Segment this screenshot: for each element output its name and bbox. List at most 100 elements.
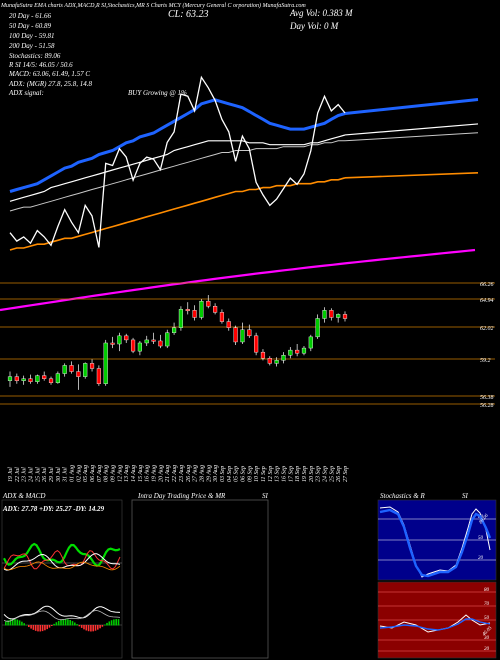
date-tick-label: 23 Aug — [179, 465, 185, 482]
date-tick-label: 30 Aug — [213, 465, 219, 483]
macd-histogram-bar — [94, 625, 97, 631]
date-tick-label: 19 Sep — [302, 466, 308, 482]
macd-histogram-bar — [103, 624, 106, 626]
candle-body — [137, 342, 142, 352]
candle-body — [117, 335, 122, 345]
macd-histogram-bar — [62, 619, 65, 626]
candle-body — [96, 368, 101, 384]
ema20-label: 20 Day - 61.66 — [9, 12, 51, 20]
stochastics-label: Stochastics: 89.06 — [9, 52, 61, 60]
date-tick-label: 11 Sep — [261, 466, 267, 482]
candle-body — [158, 340, 163, 347]
candle-body — [240, 329, 245, 343]
date-tick-label: 31 Jul — [63, 467, 69, 483]
macd-histogram-bar — [32, 625, 35, 630]
candle-body — [14, 376, 19, 381]
macd-histogram-bar — [108, 621, 111, 626]
macd-histogram-bar — [60, 619, 62, 626]
date-tick-label: 12 Aug — [117, 465, 123, 482]
macd-histogram-bar — [51, 625, 53, 626]
macd-histogram-bar — [117, 619, 120, 626]
macd-histogram-bar — [106, 622, 108, 626]
date-tick-label: 28 Aug — [199, 465, 205, 482]
candle-body — [69, 365, 74, 372]
date-tick-label: 23 Sep — [316, 466, 322, 482]
support-resistance-levels: 66.26 64.94 62.02 59.2 56.38 56.28 — [0, 282, 495, 409]
avg-volume-label: Avg Vol: 0.383 M — [290, 8, 353, 18]
price-level-label: 64.94 — [480, 297, 494, 304]
date-tick-label: 18 Sep — [295, 466, 301, 482]
ema-extension-2 — [344, 123, 479, 136]
candle-body — [254, 335, 259, 353]
candle-body — [21, 378, 26, 381]
stoch-panel-title: Stochastics & R — [380, 492, 425, 500]
date-tick-label: 22 Jul — [15, 467, 21, 482]
macd-histogram-bar — [67, 619, 69, 626]
candle-body — [260, 351, 266, 359]
macd-histogram-bar — [48, 625, 51, 628]
candle-body — [89, 363, 95, 369]
macd-histogram-bar — [46, 625, 48, 630]
candle-body — [315, 318, 320, 338]
candle-body — [308, 336, 313, 349]
stoch-value-label: 89.06 — [479, 513, 490, 525]
macd-histogram-bar — [21, 621, 23, 626]
macd-histogram-bar — [28, 625, 30, 628]
candle-body — [206, 300, 211, 307]
candle-body — [76, 371, 81, 377]
adx-values-label: ADX: 27.78 +DY: 25.27 -DY: 14.29 — [3, 505, 105, 513]
date-tick-label: 03 Sep — [220, 466, 226, 482]
macd-histogram-bar — [101, 625, 104, 627]
candle-body — [342, 314, 348, 319]
candle-body — [288, 349, 293, 356]
macd-histogram-bar — [110, 620, 113, 626]
price-level-label: 59.2 — [480, 358, 491, 364]
date-tick-label: 05 Aug — [83, 465, 89, 482]
date-tick-label: 09 Aug — [111, 465, 117, 482]
date-tick-label: 16 Sep — [281, 466, 287, 482]
date-tick-label: 13 Sep — [275, 466, 281, 482]
price-level-label: 62.02 — [480, 326, 494, 332]
price-level-label: 66.26 — [480, 282, 494, 288]
macd-histogram-bar — [97, 625, 99, 630]
macd-histogram-bar — [69, 620, 71, 626]
date-tick-label: 23 Jul — [22, 467, 28, 482]
date-tick-label: 22 Aug — [172, 465, 178, 482]
macd-histogram-bar — [113, 619, 115, 626]
date-tick-label: 27 Aug — [193, 465, 199, 482]
date-tick-label: 20 Sep — [309, 466, 315, 482]
date-tick-label: 06 Aug — [90, 465, 96, 482]
date-tick-label: 06 Sep — [240, 466, 246, 482]
date-tick-label: 24 Jul — [28, 467, 35, 482]
candle-body — [295, 349, 300, 354]
ema-extension-3 — [344, 132, 479, 142]
intraday-si-label: SI — [262, 492, 268, 500]
candle-body — [103, 342, 108, 384]
ema-line-4 — [9, 177, 346, 251]
date-tick-label: 25 Jul — [35, 467, 41, 482]
date-tick-label: 02 Aug — [76, 465, 82, 482]
intraday-panel-title: Intra Day Trading Price & MR — [138, 492, 226, 500]
candle-body — [192, 310, 197, 318]
macd-histogram-bar — [80, 625, 83, 628]
rsi-tick-label: 70 — [484, 602, 490, 607]
chart-header-title: MunafaSutra EMA charts ADX,MACD,R SI,Sto… — [1, 3, 306, 9]
plus-di-line — [3, 542, 121, 567]
macd-histogram-bar — [64, 619, 67, 626]
macd-histogram-bar — [30, 625, 32, 629]
adx-macd-panel — [1, 499, 123, 659]
candle-body — [267, 358, 272, 364]
date-tick-label: 10 Sep — [254, 466, 260, 482]
candle-body — [281, 355, 286, 361]
ema-line-3 — [9, 140, 345, 212]
ema-extension-4 — [344, 172, 479, 179]
date-axis: 19 Jul 22 Jul 23 Jul 24 Jul 25 Jul 26 Jul 29 J… — [8, 465, 349, 483]
date-tick-label: 13 Aug — [124, 465, 130, 482]
rsi-value-label: 46.05 — [482, 626, 494, 638]
date-tick-label: 19 Aug — [152, 465, 158, 482]
candle-body — [124, 335, 129, 341]
date-tick-label: 15 Aug — [138, 465, 144, 482]
date-tick-label: 25 Sep — [329, 466, 335, 482]
macd-histogram-bar — [57, 620, 60, 626]
